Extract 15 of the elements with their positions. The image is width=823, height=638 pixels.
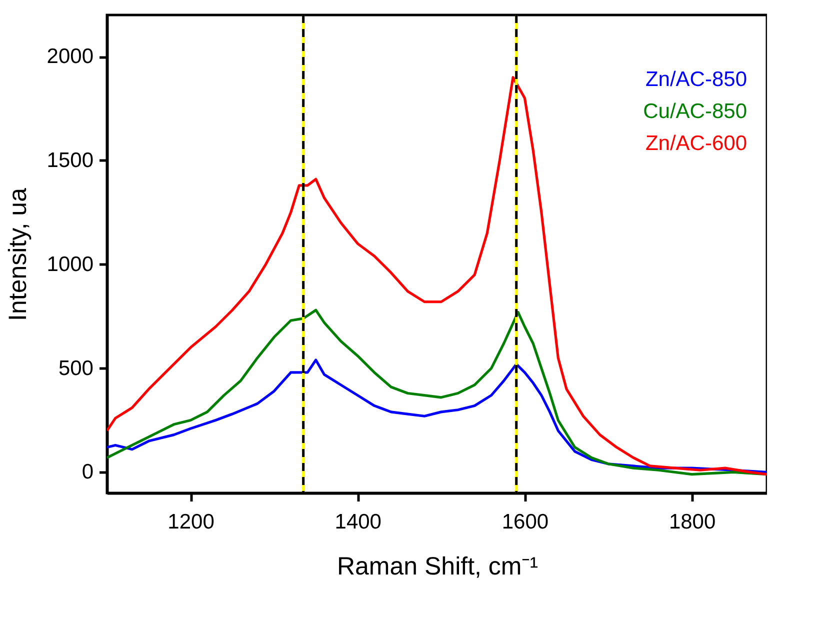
x-axis-title: Raman Shift, cm⁻¹ <box>336 552 538 580</box>
y-tick-label: 500 <box>58 356 94 380</box>
x-tick-label: 1200 <box>168 510 214 534</box>
y-axis-title: Intensity, ua <box>4 188 32 321</box>
x-tick-label: 1600 <box>502 510 549 534</box>
text: Zn/AC-850 <box>645 68 747 91</box>
text: Zn/AC-600 <box>645 132 747 155</box>
line-series <box>107 308 767 476</box>
y-tick-label: 1500 <box>46 148 94 172</box>
y-tick-label: 2000 <box>46 45 94 68</box>
y-tick-label: 0 <box>82 460 94 484</box>
x-tick-label: 1800 <box>668 510 716 534</box>
x-tick-label: 1400 <box>334 510 382 534</box>
y-tick-label: 1000 <box>46 252 94 276</box>
text: Cu/AC-850 <box>643 100 747 123</box>
